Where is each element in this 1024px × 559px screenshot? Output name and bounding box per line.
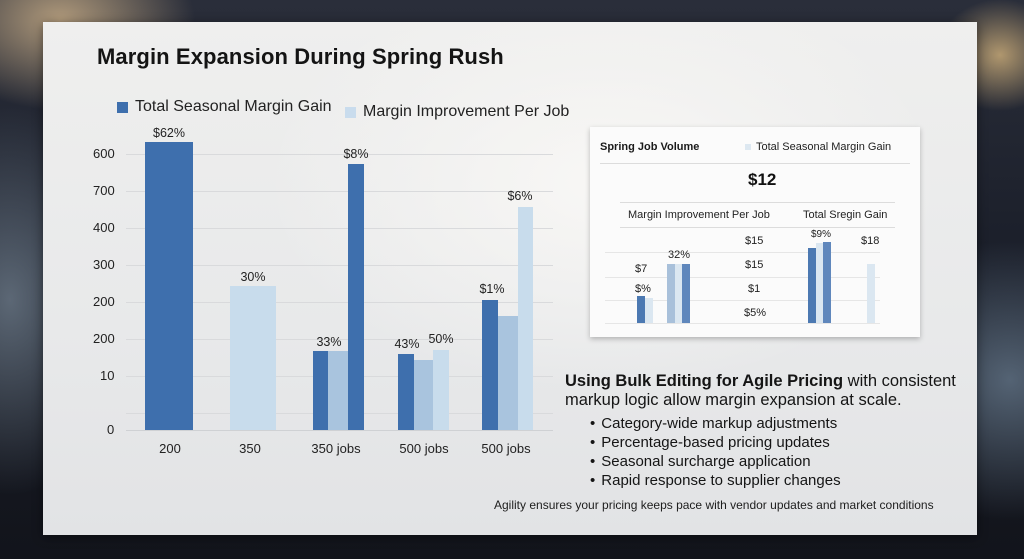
inset-col2-header: Total Sregin Gain	[803, 209, 888, 221]
y-tick: 200	[93, 294, 115, 309]
bar-label: $62%	[153, 126, 185, 140]
gridline	[126, 228, 553, 229]
x-axis-line	[126, 430, 553, 431]
inset-bar	[682, 264, 690, 323]
inset-bar	[816, 243, 823, 323]
divider	[600, 163, 910, 164]
callout-rest: with consistent	[843, 372, 956, 390]
bar-g3-total	[313, 351, 328, 430]
bar-label: 30%	[240, 270, 266, 284]
inset-value: $5%	[744, 307, 767, 319]
gridline	[126, 191, 553, 192]
gridline	[126, 265, 553, 266]
legend-swatch-light	[345, 106, 356, 118]
bar-g5-per-job-light	[518, 207, 533, 430]
inset-legend-label: Total Seasonal Margin Gain	[756, 141, 892, 153]
list-item: Category-wide markup adjustments	[590, 414, 841, 433]
inset-bar	[675, 264, 682, 323]
divider	[620, 202, 895, 203]
bar-g4-per-job	[414, 360, 433, 430]
inset-bar	[808, 248, 816, 323]
legend-label: Total Seasonal Margin Gain	[135, 98, 332, 115]
inset-bar	[823, 242, 831, 323]
x-tick-label: 350	[239, 441, 261, 456]
bar-label: $8%	[343, 147, 369, 161]
callout-line2: markup logic allow margin expansion at s…	[565, 391, 902, 409]
x-tick-label: 500 jobs	[399, 441, 449, 456]
bar-label: 33%	[316, 335, 342, 349]
bar-g5-per-job	[498, 316, 518, 430]
y-tick: 300	[93, 257, 115, 272]
inset-bar	[867, 264, 875, 323]
inset-card: Spring Job Volume Total Seasonal Margin …	[590, 127, 920, 337]
list-item: Seasonal surcharge application	[590, 452, 841, 471]
y-tick: 10	[100, 368, 115, 383]
inset-value: $15	[745, 259, 764, 271]
y-tick: 200	[93, 331, 115, 346]
legend-label: Margin Improvement Per Job	[363, 103, 570, 120]
gridline	[126, 154, 553, 155]
inset-label: $%	[635, 283, 651, 295]
legend-swatch	[745, 144, 751, 151]
inset-title: Spring Job Volume	[600, 141, 700, 153]
feature-list: Category-wide markup adjustments Percent…	[590, 414, 841, 490]
gridline	[126, 302, 553, 303]
divider	[620, 227, 895, 228]
list-item: Percentage-based pricing updates	[590, 433, 841, 452]
bar-g2-per-job	[230, 286, 276, 430]
inset-bar	[645, 298, 653, 323]
inset-legend: Total Seasonal Margin Gain	[745, 141, 891, 153]
x-tick-label: 200	[159, 441, 181, 456]
inset-bar	[637, 296, 645, 323]
bar-g4-per-job-light	[433, 350, 449, 430]
x-tick-label: 350 jobs	[311, 441, 361, 456]
list-item: Rapid response to supplier changes	[590, 471, 840, 490]
inset-headline-value: $12	[748, 170, 777, 189]
bar-g5-total	[482, 300, 498, 430]
bar-g4-total	[398, 354, 414, 430]
footer-note: Agility ensures your pricing keeps pace …	[494, 498, 934, 512]
inset-bar	[667, 264, 675, 323]
gridline	[605, 252, 880, 253]
bar-g1-total	[145, 142, 193, 430]
bar-label: $6%	[507, 189, 533, 203]
chart-title: Margin Expansion During Spring Rush	[97, 44, 504, 69]
y-tick: 0	[107, 422, 115, 437]
inset-col1-header: Margin Improvement Per Job	[628, 209, 770, 221]
x-tick-label: 500 jobs	[481, 441, 531, 456]
y-tick: 400	[93, 220, 115, 235]
bar-label: 43%	[394, 337, 420, 351]
inset-value: $15	[745, 235, 764, 247]
inset-label: $7	[635, 263, 648, 275]
bar-label: 50%	[428, 332, 454, 346]
y-tick: 600	[93, 146, 115, 161]
legend-margin-improvement-per-job: Margin Improvement Per Job	[345, 103, 569, 121]
inset-label: 32%	[668, 249, 691, 261]
callout-bold: Using Bulk Editing for Agile Pricing	[565, 372, 844, 390]
bar-g3-total-2	[348, 164, 364, 430]
inset-value: $1	[748, 283, 761, 295]
inset-label: $18	[861, 235, 880, 247]
gridline	[605, 277, 880, 278]
bar-g3-per-job	[328, 351, 348, 430]
gridline	[605, 323, 880, 324]
legend-swatch-dark	[117, 101, 128, 113]
legend-total-seasonal-margin-gain: Total Seasonal Margin Gain	[117, 98, 332, 116]
gridline	[126, 339, 553, 340]
inset-label: $9%	[811, 229, 832, 240]
callout-text: Using Bulk Editing for Agile Pricing wit…	[565, 372, 956, 410]
gridline	[605, 300, 880, 301]
bar-label: $1%	[479, 282, 505, 296]
y-tick: 700	[93, 183, 115, 198]
